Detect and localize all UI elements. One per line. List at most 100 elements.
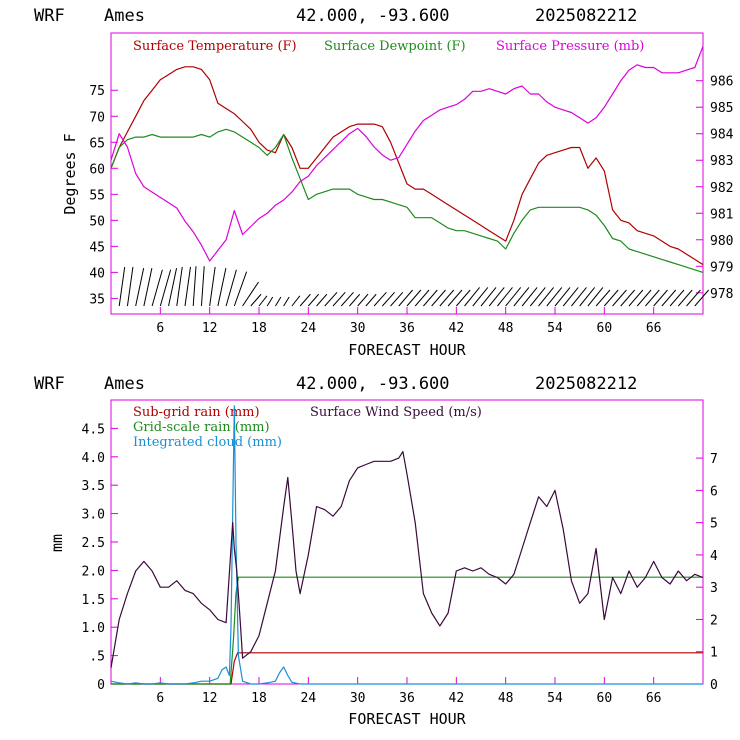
wind-barbs [118,266,710,307]
y-tick-label: 65 [89,136,105,151]
y2-tick-label: 3 [710,581,718,596]
bottom-y-ticks: 0 .5 1.0 1.5 2.0 2.5 3.0 3.5 4.0 4.5 [82,422,118,693]
top-header-station: Ames [104,6,145,26]
wind-barb [653,289,668,307]
y2-tick-label: 978 [710,287,733,302]
y-tick-label: 35 [89,292,105,307]
y-tick-label: 60 [89,162,105,177]
wind-barb [324,291,338,307]
x-tick-label: 6 [156,691,164,706]
wind-barb [176,266,183,307]
wind-barb [168,268,178,307]
wind-barb [135,268,145,307]
y-tick-label: 1.5 [82,593,105,608]
x-tick-label: 54 [547,321,563,336]
wind-barb [538,287,554,307]
y2-tick-label: 985 [710,101,733,116]
top-x-axis-label: FORECAST HOUR [348,341,466,359]
y-tick-label: 2.0 [82,564,105,579]
top-y-axis-label: Degrees F [61,133,79,214]
wind-barb [620,289,636,307]
wind-barb [316,293,328,307]
y2-tick-label: 0 [710,678,718,693]
y-tick-label: 55 [89,188,105,203]
wind-barb [571,287,587,307]
wind-barb [233,271,248,307]
wind-barb [595,289,611,307]
x-tick-label: 42 [449,691,465,706]
legend-dewpoint: Surface Dewpoint (F) [324,39,466,54]
x-tick-label: 48 [498,321,514,336]
series-line-integrated-cloud-mm [110,405,703,685]
top-series-lines [110,46,704,273]
wind-barb [579,287,596,307]
wind-barb [480,287,497,307]
wind-barb [406,289,422,307]
wind-barb [472,287,489,307]
bottom-series-lines [110,405,704,685]
wind-barb [423,289,438,307]
x-tick-label: 36 [399,321,415,336]
wind-barb [217,268,227,307]
wind-barb [381,291,395,307]
wind-barb [439,289,455,307]
top-plot-frame [110,32,704,315]
x-tick-label: 66 [646,691,662,706]
legend-gridscale-rain: Grid-scale rain (mm) [133,420,270,435]
bottom-header-station: Ames [104,374,145,394]
wind-barb [669,289,685,307]
y-tick-label: 0 [97,678,105,693]
wind-barb [455,289,471,307]
wind-barb [283,296,290,307]
wind-barb [562,287,579,307]
wind-barb [291,295,301,307]
wind-barb [357,293,369,307]
y2-tick-label: 984 [710,128,734,143]
wind-barb [159,269,172,307]
y-tick-label: .5 [89,650,105,665]
wind-barb [225,269,237,307]
legend-pressure: Surface Pressure (mb) [496,39,644,54]
y2-tick-label: 982 [710,181,733,196]
wind-barb [390,291,404,307]
wind-barb [497,287,513,307]
y-tick-label: 70 [89,110,105,125]
legend-temperature: Surface Temperature (F) [133,39,297,54]
wind-barb [373,291,387,307]
wind-barb [554,287,571,307]
wind-barb [332,291,346,307]
x-tick-label: 48 [498,691,514,706]
top-x-ticks: 6 12 18 24 30 36 42 48 54 60 66 [156,307,661,336]
y2-tick-label: 7 [710,452,718,467]
wind-barb [464,287,480,307]
bottom-header-run: 2025082212 [535,374,637,394]
wind-barb [250,293,262,307]
wind-barb [118,266,126,307]
y-tick-label: 3.5 [82,479,105,494]
wind-barb [151,269,163,307]
wind-barb [200,266,205,307]
y-tick-label: 40 [89,266,105,281]
y-tick-label: 50 [89,214,105,229]
y-tick-label: 2.5 [82,536,105,551]
top-header-coords: 42.000, -93.600 [296,6,450,26]
wind-barb [266,296,274,307]
wind-barb [126,266,134,307]
bottom-y2-ticks: 0 1 2 3 4 5 6 7 [696,452,718,693]
bottom-panel: WRF Ames 42.000, -93.600 2025082212 Sub-… [34,374,718,728]
y2-tick-label: 5 [710,517,718,532]
x-tick-label: 42 [449,321,465,336]
series-line-grid-scale-rain-mm [111,576,703,685]
bottom-header-model: WRF [34,374,65,394]
x-tick-label: 12 [202,321,218,336]
wind-barb [546,287,563,307]
wind-barb [505,287,522,307]
wind-barb [447,289,463,307]
y-tick-label: 3.0 [82,508,105,523]
wind-barb [275,296,282,307]
wind-barb [242,281,259,307]
top-header-run: 2025082212 [535,6,637,26]
x-tick-label: 24 [301,321,317,336]
y2-tick-label: 986 [710,75,733,90]
y2-tick-label: 979 [710,260,733,275]
